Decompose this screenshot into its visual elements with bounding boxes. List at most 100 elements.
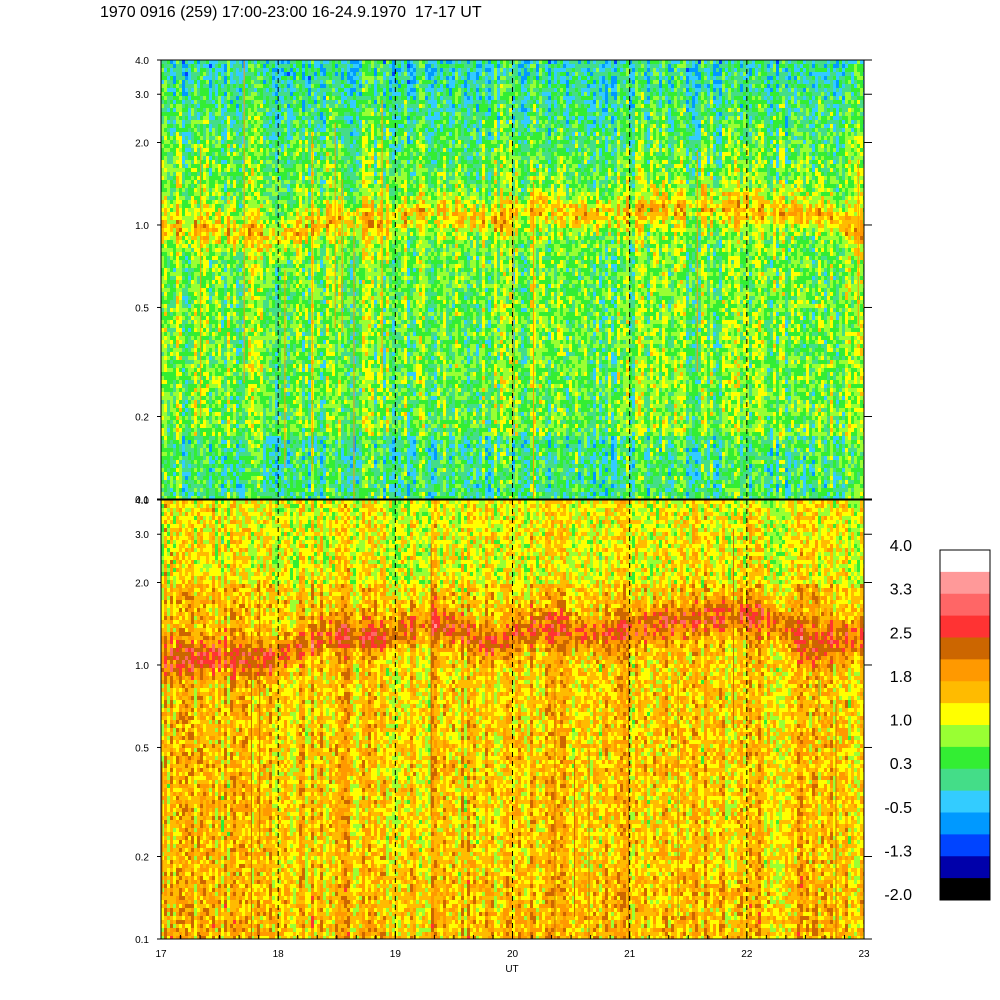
heatmap-cell xyxy=(263,420,266,424)
heatmap-cell xyxy=(227,208,230,212)
heatmap-cell xyxy=(224,184,227,188)
heatmap-cell xyxy=(173,436,176,440)
heatmap-cell xyxy=(272,148,275,152)
heatmap-cell xyxy=(251,484,254,488)
heatmap-cell xyxy=(248,460,251,464)
heatmap-cell xyxy=(281,164,284,168)
heatmap-cell xyxy=(221,476,224,480)
heatmap-cell xyxy=(179,104,182,108)
heatmap-cell xyxy=(257,64,260,68)
heatmap-cell xyxy=(224,432,227,436)
heatmap-cell xyxy=(224,448,227,452)
heatmap-cell xyxy=(266,240,269,244)
heatmap-cell xyxy=(170,200,173,204)
heatmap-cell xyxy=(167,484,170,488)
heatmap-cell xyxy=(167,64,170,68)
heatmap-cell xyxy=(221,280,224,284)
heatmap-cell xyxy=(287,100,290,104)
heatmap-cell xyxy=(218,64,221,68)
heatmap-cell xyxy=(272,328,275,332)
heatmap-cell xyxy=(227,248,230,252)
heatmap-cell xyxy=(200,440,203,444)
heatmap-cell xyxy=(272,440,275,444)
heatmap-cell xyxy=(188,480,191,484)
heatmap-cell xyxy=(269,140,272,144)
heatmap-cell xyxy=(176,212,179,216)
heatmap-cell xyxy=(245,380,248,384)
heatmap-cell xyxy=(290,88,293,92)
heatmap-cell xyxy=(227,160,230,164)
heatmap-cell xyxy=(206,464,209,468)
heatmap-cell xyxy=(269,360,272,364)
heatmap-cell xyxy=(221,460,224,464)
heatmap-cell xyxy=(194,348,197,352)
heatmap-cell xyxy=(173,416,176,420)
heatmap-cell xyxy=(251,116,254,120)
heatmap-cell xyxy=(260,392,263,396)
heatmap-cell xyxy=(233,108,236,112)
heatmap-cell xyxy=(230,368,233,372)
heatmap-cell xyxy=(275,156,278,160)
heatmap-cell xyxy=(170,348,173,352)
heatmap-cell xyxy=(230,208,233,212)
heatmap-cell xyxy=(206,420,209,424)
heatmap-cell xyxy=(209,240,212,244)
heatmap-cell xyxy=(197,424,200,428)
heatmap-cell xyxy=(197,80,200,84)
heatmap-cell xyxy=(209,132,212,136)
heatmap-cell xyxy=(233,240,236,244)
heatmap-cell xyxy=(176,360,179,364)
heatmap-cell xyxy=(185,236,188,240)
heatmap-cell xyxy=(266,320,269,324)
heatmap-cell xyxy=(206,68,209,72)
heatmap-cell xyxy=(272,460,275,464)
heatmap-cell xyxy=(227,228,230,232)
heatmap-cell xyxy=(212,216,215,220)
heatmap-cell xyxy=(245,140,248,144)
heatmap-cell xyxy=(224,108,227,112)
heatmap-cell xyxy=(248,204,251,208)
heatmap-cell xyxy=(236,420,239,424)
heatmap-cell xyxy=(275,232,278,236)
heatmap-cell xyxy=(290,216,293,220)
heatmap-cell xyxy=(182,284,185,288)
heatmap-cell xyxy=(275,444,278,448)
heatmap-cell xyxy=(197,480,200,484)
heatmap-cell xyxy=(182,112,185,116)
heatmap-cell xyxy=(176,484,179,488)
heatmap-cell xyxy=(227,116,230,120)
heatmap-cell xyxy=(272,480,275,484)
heatmap-cell xyxy=(164,476,167,480)
heatmap-cell xyxy=(191,116,194,120)
heatmap-cell xyxy=(293,348,296,352)
heatmap-cell xyxy=(290,292,293,296)
heatmap-cell xyxy=(281,224,284,228)
heatmap-cell xyxy=(233,232,236,236)
heatmap-cell xyxy=(188,92,191,96)
heatmap-cell xyxy=(242,448,245,452)
heatmap-cell xyxy=(236,436,239,440)
heatmap-cell xyxy=(254,184,257,188)
heatmap-cell xyxy=(173,128,176,132)
heatmap-cell xyxy=(206,160,209,164)
heatmap-cell xyxy=(188,420,191,424)
heatmap-cell xyxy=(173,460,176,464)
heatmap-cell xyxy=(200,92,203,96)
heatmap-cell xyxy=(221,220,224,224)
heatmap-cell xyxy=(212,268,215,272)
heatmap-cell xyxy=(209,60,212,64)
heatmap-cell xyxy=(227,148,230,152)
heatmap-cell xyxy=(224,196,227,200)
heatmap-cell xyxy=(191,472,194,476)
heatmap-cell xyxy=(203,88,206,92)
heatmap-cell xyxy=(182,148,185,152)
heatmap-cell xyxy=(287,136,290,140)
heatmap-cell xyxy=(194,284,197,288)
heatmap-cell xyxy=(224,384,227,388)
heatmap-cell xyxy=(269,456,272,460)
heatmap-cell xyxy=(257,208,260,212)
heatmap-cell xyxy=(257,436,260,440)
heatmap-cell xyxy=(221,180,224,184)
heatmap-cell xyxy=(245,176,248,180)
heatmap-cell xyxy=(179,428,182,432)
